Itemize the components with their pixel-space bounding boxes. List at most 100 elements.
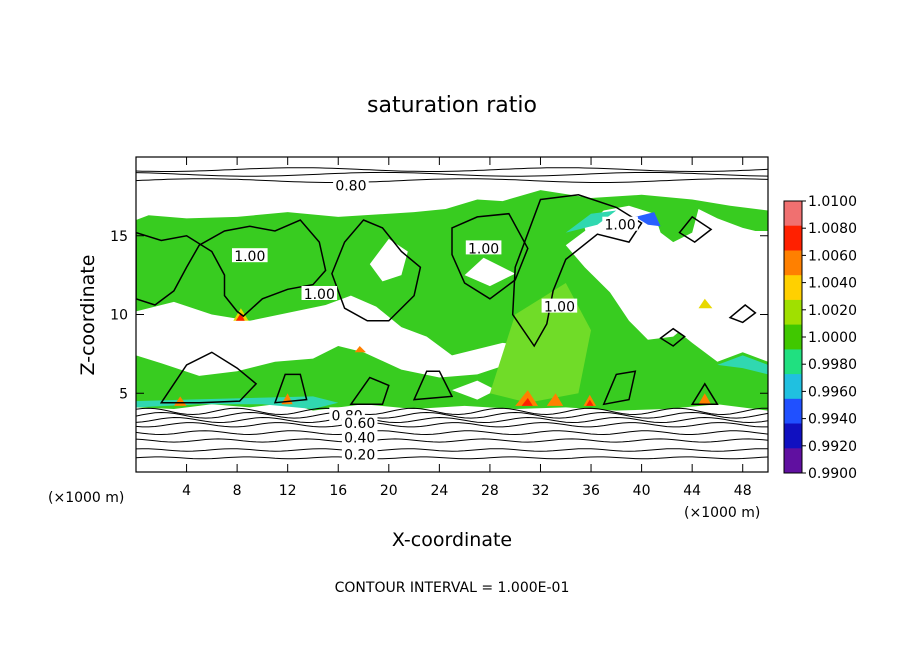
colorbar-label: 1.0040 — [808, 276, 857, 292]
field-region-subsaturated — [565, 221, 693, 340]
y-tick-label: 10 — [110, 308, 128, 324]
colorbar-swatch — [784, 448, 802, 474]
contour-line-1.00 — [412, 370, 454, 401]
contour-label: 0.60 — [344, 416, 375, 432]
contour-line-1.00 — [136, 219, 327, 318]
colorbar-swatch — [784, 225, 802, 251]
chart-title: saturation ratio — [367, 93, 537, 118]
contour-label: 1.00 — [468, 241, 499, 257]
contour-label-bg — [341, 446, 378, 461]
contour-line — [136, 422, 768, 428]
colorbar-label: 1.0020 — [808, 303, 857, 319]
colorbar-swatch — [784, 423, 802, 449]
contour-label: 0.80 — [335, 178, 366, 194]
x-unit-right: (×1000 m) — [684, 505, 760, 521]
field-region-subsaturated — [369, 238, 408, 282]
x-tick-label: 24 — [430, 483, 448, 499]
x-tick-label: 28 — [481, 483, 499, 499]
field-region-subsaturated — [717, 292, 768, 331]
contour-line — [136, 448, 768, 452]
colorbar-swatch — [784, 275, 802, 301]
x-tick-label: 4 — [182, 483, 191, 499]
contour-line — [136, 456, 768, 460]
contour-label-bg — [333, 177, 369, 192]
contour-line-1.00 — [690, 382, 719, 406]
x-tick-label: 8 — [233, 483, 242, 499]
y-tick-label: 5 — [119, 386, 128, 402]
y-axis-label: Z-coordinate — [77, 255, 99, 376]
contour-label-bg — [541, 298, 578, 313]
contour-line-1.00 — [273, 373, 308, 404]
colorbar-swatch — [784, 324, 802, 350]
colorbar-swatch — [784, 349, 802, 375]
field-region-subsaturated — [136, 295, 528, 378]
field-patch — [586, 399, 594, 406]
colorbar-label: 0.9980 — [808, 357, 857, 373]
x-tick-label: 44 — [683, 483, 701, 499]
colorbar-label: 0.9940 — [808, 412, 857, 428]
contour-line-1.00 — [511, 194, 643, 348]
contour-label-bg — [341, 415, 378, 430]
x-tick-label: 48 — [734, 483, 752, 499]
colorbar-swatch — [784, 299, 802, 326]
colorbar: 1.0100 1.0080 1.0060 1.0040 1.0020 1.0000 0.99… — [783, 194, 857, 482]
y-axis: 5 10 15 — [110, 229, 768, 402]
colorbar-swatch — [784, 201, 802, 227]
colorbar-swatch — [784, 374, 802, 400]
contour-line — [136, 171, 768, 177]
field-patch — [635, 212, 661, 227]
colorbar-label: 0.9900 — [808, 466, 857, 482]
field-region-subsaturated — [452, 380, 497, 400]
contour-label: 1.00 — [544, 300, 575, 316]
x-tick-label: 40 — [633, 483, 651, 499]
field-patch — [489, 283, 591, 403]
contour-line-1.00 — [659, 327, 686, 347]
contour-line-1.00 — [602, 370, 637, 406]
field-patch — [521, 398, 533, 406]
x-tick-label: 16 — [329, 483, 347, 499]
field-patch — [354, 346, 366, 353]
contour-line-1.00 — [349, 376, 390, 406]
contour-label-bg — [465, 240, 502, 255]
contour-line — [136, 407, 768, 416]
contour-label-bg — [341, 429, 378, 444]
field-patch — [515, 390, 538, 406]
saturation-field — [136, 190, 768, 411]
contour-line — [136, 430, 768, 436]
contour-line — [136, 167, 768, 172]
contour-interval-note: CONTOUR INTERVAL = 1.000E-01 — [335, 580, 570, 596]
field-patch — [717, 355, 768, 375]
colorbar-label: 1.0100 — [808, 194, 857, 210]
contour-line-1.00 — [728, 304, 757, 324]
field-patch — [565, 210, 617, 233]
x-axis: 4 8 12 16 20 24 28 32 36 40 44 48 — [182, 157, 752, 499]
contour-label: 1.00 — [605, 218, 636, 234]
contour-line-1.00 — [678, 215, 713, 244]
x-tick-label: 32 — [532, 483, 550, 499]
contour-label-bg — [232, 248, 268, 263]
x-tick-label: 36 — [582, 483, 600, 499]
contour-label: 0.20 — [344, 448, 375, 464]
contour-label: 1.00 — [304, 287, 335, 303]
y-tick-label: 15 — [110, 229, 128, 245]
contour-label-bg — [602, 216, 638, 231]
contour-label: 1.00 — [234, 249, 265, 265]
contour-line — [136, 438, 768, 443]
colorbar-swatch — [784, 250, 802, 276]
x-tick-label: 12 — [279, 483, 297, 499]
contour-line — [136, 411, 768, 419]
field-patch — [698, 393, 712, 405]
colorbar-label: 1.0060 — [808, 248, 857, 264]
colorbar-label: 0.9960 — [808, 384, 857, 400]
field-patch — [698, 298, 713, 309]
field-region-subsaturated — [464, 257, 516, 287]
colorbar-label: 0.9920 — [808, 439, 857, 455]
field-patch — [173, 396, 187, 406]
x-unit-left: (×1000 m) — [48, 490, 124, 506]
contour-line — [136, 178, 768, 183]
contour-label: 0.40 — [344, 430, 375, 446]
contour-label-bg — [301, 286, 338, 300]
colorbar-swatch — [784, 398, 802, 424]
colorbar-label: 1.0000 — [808, 330, 857, 346]
